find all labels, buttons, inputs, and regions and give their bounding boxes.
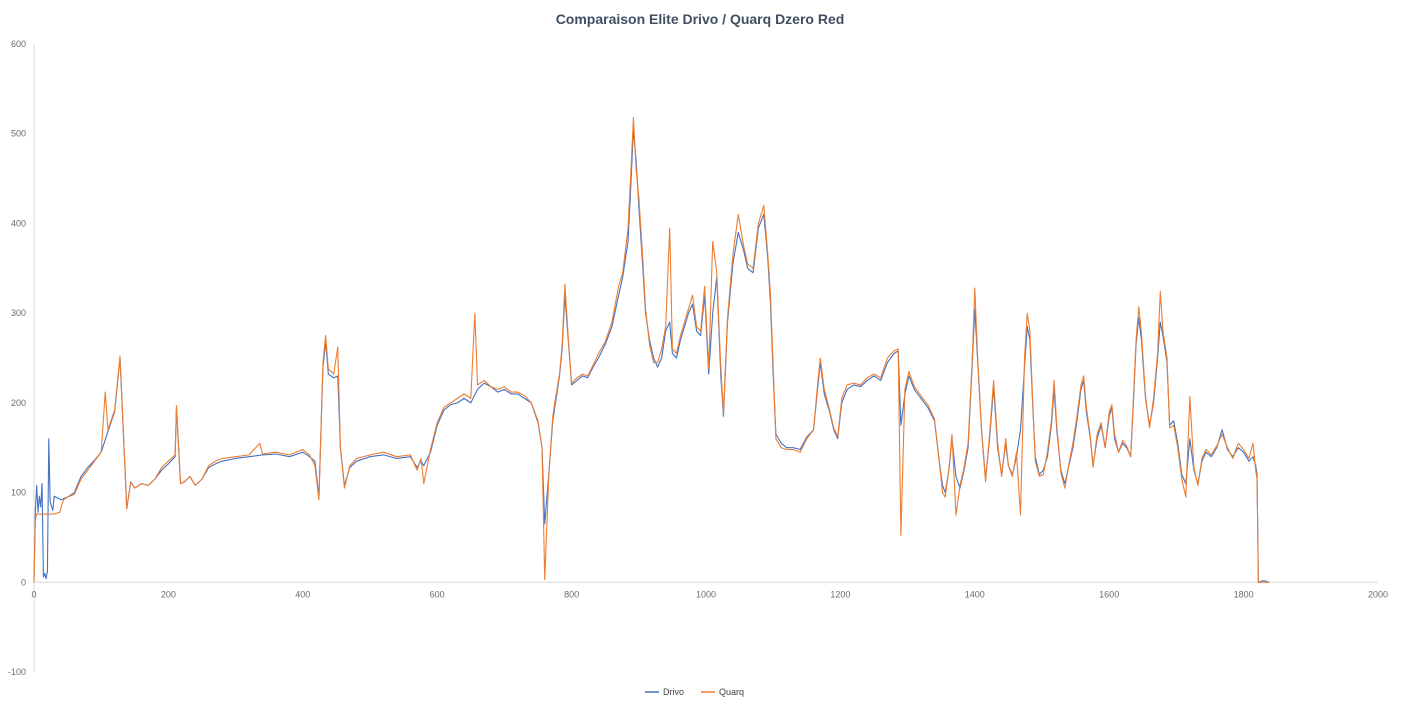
y-tick-label: 500: [11, 129, 26, 139]
y-tick-label: 600: [11, 39, 26, 49]
y-tick-label: 0: [21, 577, 26, 587]
legend-label-quarq: Quarq: [719, 687, 744, 697]
x-tick-label: 800: [564, 589, 579, 599]
y-tick-label: 100: [11, 488, 26, 498]
x-axis-ticks: 0 200 400 600 800 1000 1200 1400 1600 1800 2000: [31, 589, 1388, 599]
legend: Drivo Quarq: [645, 687, 744, 697]
y-tick-label: -100: [8, 667, 26, 677]
x-tick-label: 1400: [965, 589, 985, 599]
y-tick-label: 400: [11, 218, 26, 228]
series-layer: [33, 117, 1270, 583]
x-tick-label: 400: [295, 589, 310, 599]
y-tick-label: 300: [11, 308, 26, 318]
x-tick-label: 2000: [1368, 589, 1388, 599]
chart-title: Comparaison Elite Drivo / Quarq Dzero Re…: [556, 11, 845, 27]
x-tick-label: 1800: [1234, 589, 1254, 599]
legend-label-drivo: Drivo: [663, 687, 684, 697]
x-tick-label: 200: [161, 589, 176, 599]
y-axis-ticks: 600 500 400 300 200 100 0 -100: [8, 39, 26, 677]
y-tick-label: 200: [11, 398, 26, 408]
axes: [33, 44, 1378, 672]
x-tick-label: 1200: [830, 589, 850, 599]
x-tick-label: 1600: [1099, 589, 1119, 599]
x-tick-label: 0: [31, 589, 36, 599]
series-line-quarq: [33, 117, 1270, 583]
x-tick-label: 600: [430, 589, 445, 599]
x-tick-label: 1000: [696, 589, 716, 599]
